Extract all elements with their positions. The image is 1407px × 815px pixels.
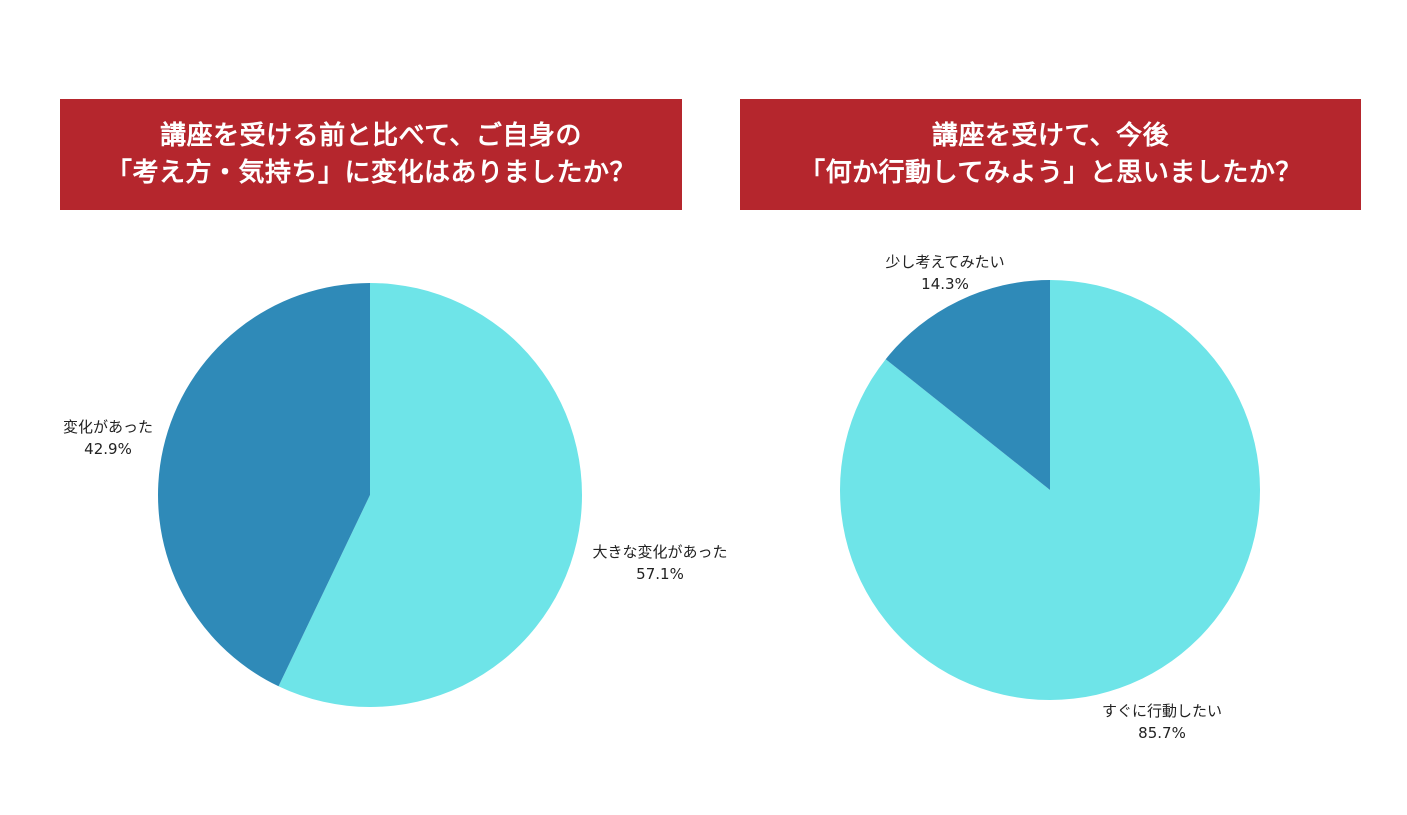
chart-title-line-1: 講座を受ける前と比べて、ご自身の xyxy=(160,120,582,151)
chart-title-line-2: 「何か行動してみよう」と思いましたか？ xyxy=(799,157,1302,188)
chart-title-line-1: 講座を受けて、今後 xyxy=(931,120,1170,151)
slice-label-name: 変化があった xyxy=(63,418,153,436)
pie-chart-right: すぐに行動したい 85.7% 少し考えてみたい 14.3% xyxy=(839,253,1260,742)
chart-title-banner: 講座を受けて、今後 「何か行動してみよう」と思いましたか？ xyxy=(740,99,1361,210)
pie-slice xyxy=(278,283,583,708)
slice-label-percent: 42.9% xyxy=(84,440,132,458)
pie-slice xyxy=(885,280,1050,490)
slice-label-name: すぐに行動したい xyxy=(1102,702,1222,720)
chart-title-line-2: 「考え方・気持ち」に変化はありましたか？ xyxy=(105,157,636,188)
chart-panel-left: 講座を受ける前と比べて、ご自身の 「考え方・気持ち」に変化はありましたか？ 大き… xyxy=(0,0,728,815)
pie-slice xyxy=(158,283,370,687)
slice-label-name: 大きな変化があった xyxy=(592,543,727,561)
pie-chart-left: 大きな変化があった 57.1% 変化があった 42.9% xyxy=(63,283,728,708)
pie-slice xyxy=(839,280,1260,700)
slice-label-percent: 85.7% xyxy=(1138,724,1186,742)
chart-title-banner: 講座を受ける前と比べて、ご自身の 「考え方・気持ち」に変化はありましたか？ xyxy=(60,99,682,210)
slice-label-percent: 14.3% xyxy=(921,275,969,293)
slice-label-percent: 57.1% xyxy=(636,565,684,583)
chart-panel-right: 講座を受けて、今後 「何か行動してみよう」と思いましたか？ すぐに行動したい 85… xyxy=(700,0,1400,815)
slice-label-name: 少し考えてみたい xyxy=(885,253,1004,271)
